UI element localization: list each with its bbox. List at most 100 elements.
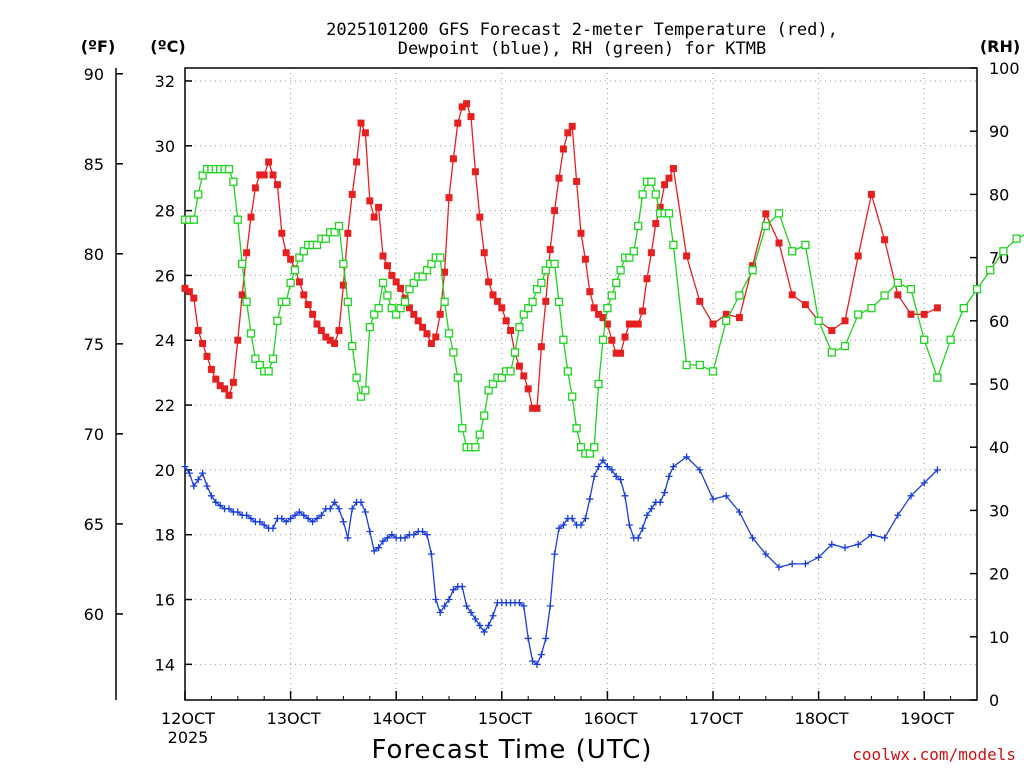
- rh-unit-label: (RH): [980, 37, 1020, 56]
- dewpoint-point: [608, 466, 616, 474]
- temperature-point: [309, 310, 317, 318]
- temperature-point: [260, 171, 268, 179]
- rh-tick-label: 100: [989, 59, 1020, 78]
- credit-link[interactable]: coolwx.com/models: [852, 745, 1016, 764]
- rh-point: [343, 297, 352, 306]
- x-tick-label: 15OCT: [478, 709, 532, 728]
- dewpoint-point: [436, 608, 444, 616]
- temperature-point: [709, 320, 717, 328]
- chart-title-line-1: 2025101200 GFS Forecast 2-meter Temperat…: [326, 20, 838, 40]
- rh-point: [471, 443, 480, 452]
- dewpoint-point: [458, 583, 466, 591]
- rh-point: [449, 348, 458, 357]
- dewpoint-point: [603, 463, 611, 471]
- rh-point: [475, 430, 484, 439]
- temperature-point: [181, 284, 189, 292]
- rh-point: [664, 209, 674, 218]
- dewpoint-point: [683, 453, 691, 461]
- dewpoint-point: [524, 634, 532, 642]
- dewpoint-point: [199, 469, 207, 477]
- rh-tick-label: 40: [989, 438, 1009, 457]
- temperature-point: [669, 164, 677, 172]
- temperature-point: [788, 291, 796, 299]
- dewpoint-point: [722, 492, 730, 500]
- rh-point: [233, 215, 242, 224]
- temperature-point: [361, 129, 369, 137]
- temperature-point: [375, 203, 383, 211]
- rh-point: [594, 379, 603, 389]
- rh-tick-label: 50: [989, 375, 1009, 394]
- temperature-point: [894, 291, 902, 299]
- temperature-point: [515, 362, 523, 370]
- rh-point: [616, 266, 625, 275]
- rh-point: [893, 278, 902, 288]
- dewpoint-point: [639, 524, 647, 532]
- dewpoint-point: [344, 534, 352, 542]
- rh-point: [638, 190, 647, 199]
- temperature-point: [449, 155, 457, 163]
- temperature-point: [331, 339, 339, 347]
- temperature-point: [454, 119, 462, 127]
- temperature-point: [480, 249, 488, 257]
- dewpoint-point: [480, 628, 488, 636]
- temperature-point: [608, 336, 616, 344]
- dewpoint-point: [326, 505, 334, 513]
- celsius-tick-label: 32: [155, 72, 175, 91]
- x-tick-label: 13OCT: [267, 709, 321, 728]
- temperature-point: [436, 310, 444, 318]
- rh-point: [972, 285, 982, 294]
- temperature-point: [207, 365, 215, 373]
- temperature-point: [573, 177, 581, 185]
- rh-series: [180, 164, 1024, 458]
- grid-lines: [185, 68, 977, 700]
- temperature-point: [251, 184, 259, 192]
- temperature-point: [234, 336, 242, 344]
- rh-point: [198, 171, 207, 180]
- fahrenheit-tick-label: 70: [84, 425, 104, 444]
- dewpoint-point: [291, 511, 299, 519]
- temperature-point: [621, 333, 629, 341]
- rh-point: [854, 310, 863, 319]
- temperature-point: [828, 327, 836, 335]
- temperature-point: [212, 375, 220, 383]
- temperature-point: [502, 317, 510, 325]
- rh-tick-label: 20: [989, 565, 1009, 584]
- rh-point: [585, 449, 594, 458]
- rh-point: [282, 297, 291, 306]
- temperature-point: [665, 174, 673, 182]
- rh-point: [488, 379, 498, 389]
- temperature-point: [379, 252, 387, 260]
- rh-point: [286, 278, 295, 288]
- x-tick-label: 14OCT: [372, 709, 426, 728]
- temperature-point: [907, 310, 915, 318]
- dewpoint-point: [625, 521, 633, 529]
- dewpoint-point: [815, 553, 823, 561]
- temperature-point: [185, 288, 193, 296]
- fahrenheit-tick-label: 85: [84, 155, 104, 174]
- dewpoint-point: [207, 492, 215, 500]
- temperature-point: [603, 320, 611, 328]
- rh-point: [264, 367, 273, 376]
- dewpoint-point: [295, 508, 303, 516]
- dewpoint-point: [304, 515, 312, 523]
- dewpoint-point: [841, 544, 849, 552]
- rh-point: [550, 259, 559, 269]
- dewpoint-point: [194, 476, 202, 484]
- dewpoint-point: [243, 511, 251, 519]
- dewpoint-point: [568, 515, 576, 523]
- fahrenheit-unit-label: (ºF): [81, 37, 116, 56]
- fahrenheit-tick-label: 60: [84, 605, 104, 624]
- dewpoint-point: [313, 515, 321, 523]
- temperature-point: [388, 271, 396, 279]
- rh-point: [920, 335, 929, 344]
- rh-point: [572, 424, 581, 433]
- fahrenheit-tick-label: 65: [84, 515, 104, 534]
- dewpoint-point: [432, 596, 440, 604]
- rh-point: [1012, 234, 1021, 243]
- dewpoint-point: [419, 527, 427, 535]
- rh-point: [612, 278, 621, 288]
- temperature-point: [683, 252, 691, 260]
- dewpoint-point: [216, 502, 224, 510]
- dewpoint-point: [546, 602, 554, 610]
